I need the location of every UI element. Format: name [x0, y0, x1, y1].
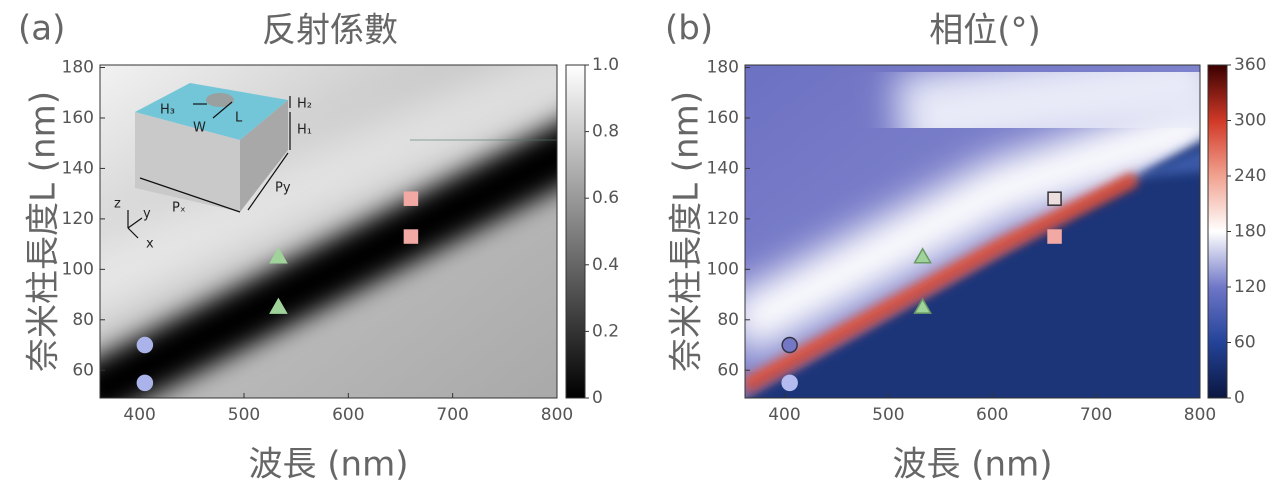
colorbar-tick-label: 0 — [592, 388, 603, 408]
chart-title: 相位(°) — [929, 11, 1041, 51]
y-tick-label: 180 — [62, 58, 94, 78]
x-tick-label: 700 — [436, 405, 468, 425]
x-tick-label: 400 — [123, 405, 155, 425]
annotation: H₂ — [297, 97, 312, 112]
colorbar-tick-label: 180 — [1234, 222, 1266, 242]
y-tick-label: 60 — [717, 360, 739, 380]
y-tick-label: 100 — [62, 259, 94, 279]
y-tick-label: 160 — [62, 108, 94, 128]
y-tick-label: 140 — [62, 158, 94, 178]
colorbar-tick-label: 0.6 — [592, 188, 619, 208]
y-tick-label: 140 — [707, 158, 739, 178]
annotation: y — [143, 207, 151, 222]
colorbar-tick-label: 60 — [1234, 333, 1256, 353]
x-axis-label: 波長 (nm) — [892, 445, 1052, 485]
chart-title: 反射係數 — [262, 11, 398, 51]
y-tick-label: 120 — [707, 209, 739, 229]
y-axis-label: 奈米柱長度L (nm) — [24, 91, 64, 372]
annotation: W — [193, 121, 206, 136]
colorbar-tick-label: 300 — [1234, 111, 1266, 131]
y-tick-label: 80 — [717, 310, 739, 330]
marker-square — [404, 192, 417, 205]
annotation: Py — [275, 181, 291, 196]
y-axis-label: 奈米柱長度L (nm) — [667, 91, 707, 372]
x-tick-label: 800 — [541, 405, 573, 425]
colorbar-tick-label: 360 — [1234, 55, 1266, 75]
x-tick-label: 700 — [1080, 405, 1112, 425]
x-tick-label: 600 — [332, 405, 364, 425]
colorbar-tick-label: 0.4 — [592, 255, 619, 275]
marker-square — [1048, 230, 1061, 243]
figure: H₃ W L H₂ H₁ Pₓ Py z y x (a) 反射係數波長 (nm) 奈… — [0, 0, 1281, 499]
colorbar-tick-label: 0.2 — [592, 321, 619, 341]
colorbar-tick-label: 120 — [1234, 277, 1266, 297]
annotation: H₁ — [297, 123, 312, 138]
y-tick-label: 100 — [707, 259, 739, 279]
annotation: L — [235, 111, 243, 126]
colorbar-tick-label: 1.0 — [592, 55, 619, 75]
colorbar — [1208, 65, 1227, 398]
y-tick-label: 160 — [707, 108, 739, 128]
x-tick-label: 600 — [976, 405, 1008, 425]
heatmap-b — [735, 65, 1220, 410]
x-axis-label: 波長 (nm) — [248, 445, 408, 485]
x-tick-label: 500 — [872, 405, 904, 425]
annotation: z — [114, 197, 121, 212]
marker-circle — [782, 338, 797, 353]
colorbar-tick-label: 240 — [1234, 166, 1266, 186]
marker-square — [1048, 192, 1061, 205]
x-tick-label: 400 — [768, 405, 800, 425]
marker-circle — [137, 338, 152, 353]
y-tick-label: 80 — [72, 310, 94, 330]
marker-circle — [137, 375, 152, 390]
colorbar-tick-label: 0.8 — [592, 122, 619, 142]
panel-label: (b) — [665, 9, 713, 49]
annotation: H₃ — [160, 103, 175, 118]
marker-circle — [782, 375, 797, 390]
y-tick-label: 60 — [72, 360, 94, 380]
colorbar-tick-label: 0 — [1234, 388, 1245, 408]
annotation: x — [146, 237, 154, 252]
y-tick-label: 180 — [707, 58, 739, 78]
y-tick-label: 120 — [62, 209, 94, 229]
x-tick-label: 800 — [1184, 405, 1216, 425]
x-tick-label: 500 — [228, 405, 260, 425]
marker-square — [404, 230, 417, 243]
annotation: Pₓ — [172, 201, 186, 216]
colorbar — [566, 65, 585, 398]
panel-label: (a) — [18, 9, 65, 49]
